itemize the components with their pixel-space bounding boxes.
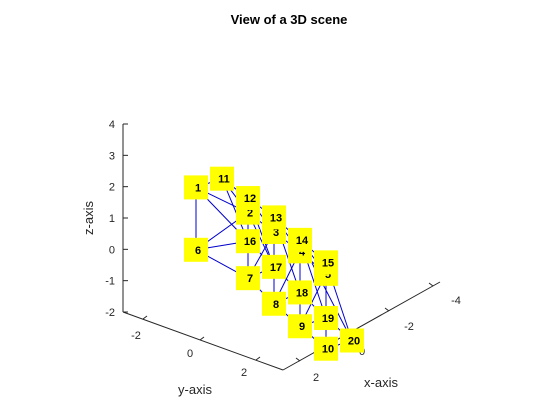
node-label: 20: [348, 336, 360, 348]
node-marker: [184, 175, 208, 200]
x-axis-label: x-axis: [364, 375, 398, 390]
graph-node: 17: [262, 254, 286, 279]
z-tick-label: 2: [109, 182, 115, 194]
z-tick-label: 0: [109, 244, 115, 256]
node-label: 13: [270, 212, 282, 224]
node-marker: [314, 250, 338, 275]
node-marker: [288, 280, 312, 305]
node-label: 7: [247, 273, 253, 285]
node-label: 3: [273, 227, 279, 239]
x-tick: [428, 282, 434, 287]
node-label: 8: [273, 299, 279, 311]
x-tick: [384, 307, 390, 312]
z-axis-label: z-axis: [81, 201, 96, 235]
graph-node: 14: [288, 227, 312, 252]
node-label: 1: [195, 182, 201, 194]
y-axis-label: y-axis: [178, 382, 212, 397]
node-label: 6: [195, 245, 201, 257]
node-label: 10: [322, 344, 334, 356]
node-label: 16: [244, 236, 256, 248]
graph-node: 20: [340, 328, 364, 353]
node-label: 18: [296, 287, 308, 299]
graph-node: 12: [236, 186, 260, 211]
graph-node: 8: [262, 291, 286, 316]
y-tick-label: 2: [241, 367, 247, 379]
node-marker: [314, 306, 338, 331]
graph-node: 18: [288, 280, 312, 305]
x-tick-label: -4: [451, 295, 461, 307]
node-label: 11: [218, 174, 230, 186]
node-label: 12: [244, 193, 256, 205]
graph-node: 6: [184, 237, 208, 262]
y-tick: [142, 315, 148, 320]
y-tick: [199, 336, 205, 341]
node-marker: [340, 328, 364, 353]
node-label: 15: [322, 257, 334, 269]
node-label: 17: [270, 262, 282, 274]
x-tick-label: -2: [404, 321, 414, 333]
graph-node: 1: [184, 175, 208, 200]
node-label: 14: [296, 235, 309, 247]
graph-node: 19: [314, 306, 338, 331]
graph-node: 11: [210, 166, 234, 191]
node-marker: [236, 186, 260, 211]
plot-title: View of a 3D scene: [231, 12, 348, 27]
graph-node: 15: [314, 250, 338, 275]
y-tick-label: -2: [131, 330, 141, 342]
node-marker: [236, 266, 260, 291]
x-axis-line: [282, 281, 441, 371]
y-tick-label: 0: [187, 348, 193, 360]
z-tick-label: 3: [109, 150, 115, 162]
graph-node: 9: [288, 314, 312, 339]
node-label: 5: [325, 269, 331, 281]
node-marker: [288, 227, 312, 252]
graph-node: 16: [236, 229, 260, 254]
node-label: 2: [247, 208, 253, 220]
node-marker: [210, 166, 234, 191]
node-marker: [262, 205, 286, 230]
y-tick: [255, 356, 261, 361]
z-tick-label: 4: [109, 119, 115, 131]
node-label: 9: [299, 321, 305, 333]
graph-node: 13: [262, 205, 286, 230]
node-marker: [314, 336, 338, 361]
node-marker: [236, 229, 260, 254]
z-tick-label: -1: [105, 276, 115, 288]
node-marker: [184, 237, 208, 262]
z-tick-label: 1: [109, 213, 115, 225]
node-marker: [262, 291, 286, 316]
x-tick: [295, 357, 301, 362]
z-tick-label: -2: [105, 307, 115, 319]
x-tick-label: 2: [313, 372, 319, 384]
node-marker: [262, 254, 286, 279]
graph-node: 7: [236, 266, 260, 291]
node-label: 4: [299, 246, 306, 258]
node-label: 19: [322, 313, 334, 325]
y-axis-line: [122, 311, 284, 371]
node-marker: [288, 314, 312, 339]
graph-node: 10: [314, 336, 338, 361]
